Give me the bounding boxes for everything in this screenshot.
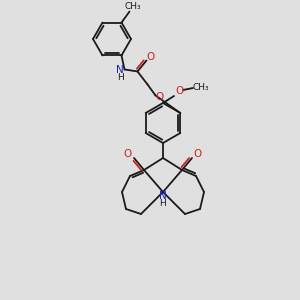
Text: N: N xyxy=(116,65,123,76)
Text: H: H xyxy=(160,199,167,208)
Text: O: O xyxy=(146,52,154,62)
Text: CH₃: CH₃ xyxy=(124,2,141,11)
Text: O: O xyxy=(175,86,183,96)
Text: O: O xyxy=(194,149,202,159)
Text: N: N xyxy=(159,191,167,201)
Text: H: H xyxy=(117,73,124,82)
Text: O: O xyxy=(155,92,164,103)
Text: CH₃: CH₃ xyxy=(193,82,209,91)
Text: O: O xyxy=(124,149,132,159)
